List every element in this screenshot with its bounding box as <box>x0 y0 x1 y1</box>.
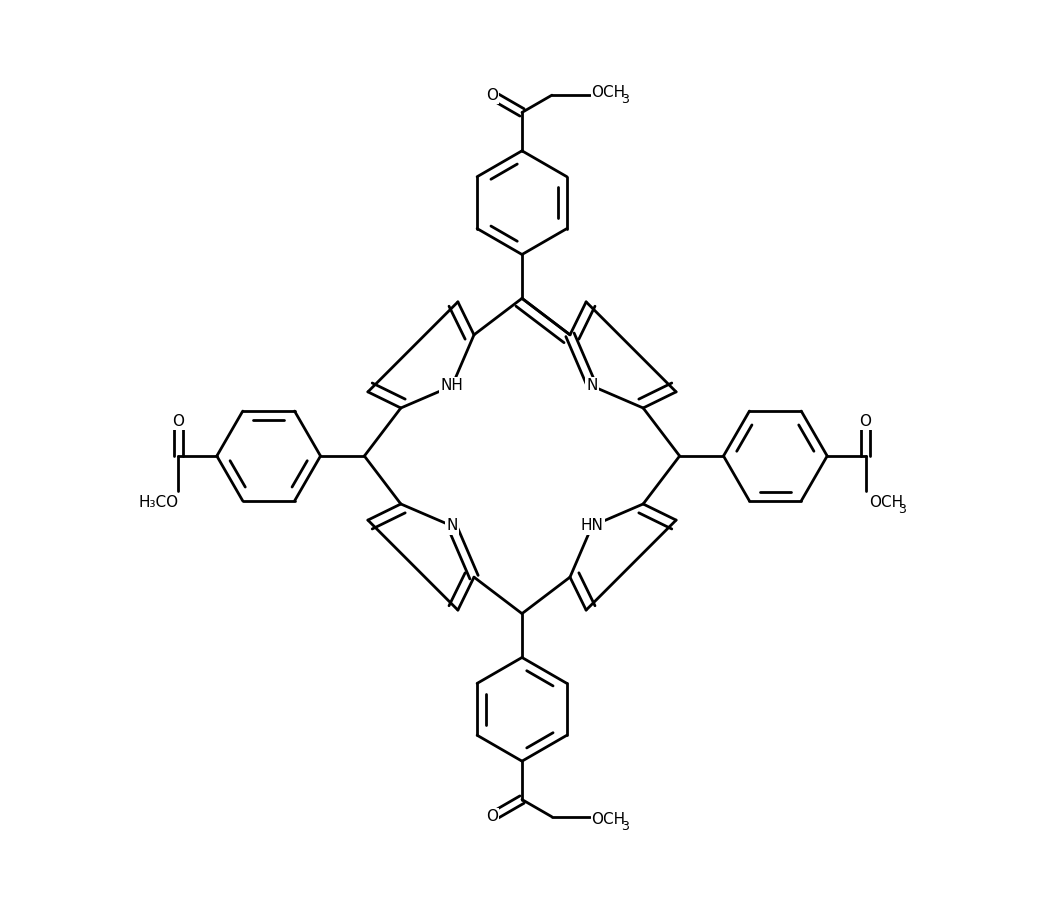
Text: 3: 3 <box>621 93 630 105</box>
Text: O: O <box>487 87 498 103</box>
Text: OCH: OCH <box>591 813 625 827</box>
Text: 3: 3 <box>621 820 630 833</box>
Text: N: N <box>447 518 457 533</box>
Text: OCH: OCH <box>591 85 625 100</box>
Text: O: O <box>859 414 872 429</box>
Text: 3: 3 <box>898 504 906 516</box>
Text: OCH: OCH <box>870 495 904 509</box>
Text: HN: HN <box>580 518 603 533</box>
Text: O: O <box>172 414 185 429</box>
Text: N: N <box>587 378 597 394</box>
Text: H₃CO: H₃CO <box>138 495 179 509</box>
Text: NH: NH <box>441 378 464 394</box>
Text: O: O <box>487 809 498 824</box>
